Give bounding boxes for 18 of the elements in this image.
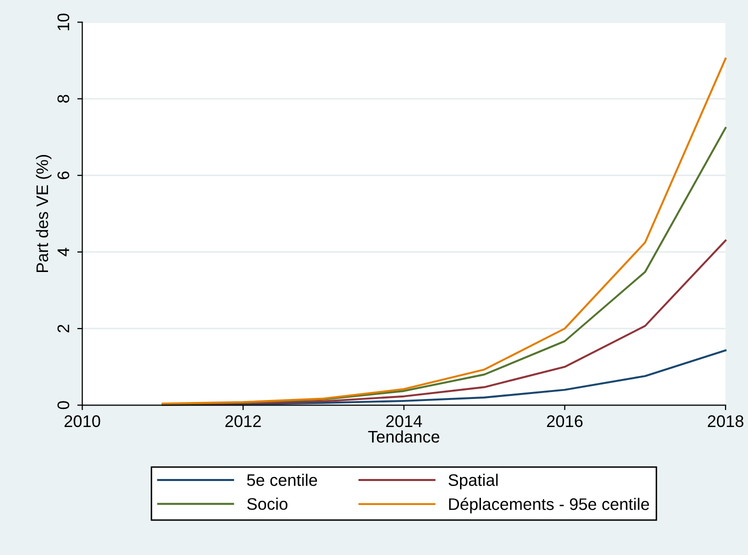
x-tick-label: 2016 bbox=[547, 415, 583, 428]
x-axis-title: Tendance bbox=[368, 430, 440, 443]
legend-label: Socio bbox=[247, 498, 288, 510]
legend-label: Spatial bbox=[448, 474, 498, 490]
line-series bbox=[162, 58, 727, 405]
x-tick-label: 2012 bbox=[225, 415, 261, 428]
y-tick-label: 10 bbox=[57, 14, 70, 30]
legend-label: Déplacements - 95e centile bbox=[449, 498, 650, 514]
y-axis-title: Part des VE (%) bbox=[36, 154, 52, 272]
y-tick-label: 8 bbox=[57, 94, 70, 103]
x-tick-label: 2010 bbox=[64, 415, 100, 428]
y-tick-label: 6 bbox=[57, 171, 70, 180]
y-tick-label: 0 bbox=[57, 401, 70, 410]
x-tick-label: 2014 bbox=[386, 415, 422, 428]
y-tick-label: 2 bbox=[57, 324, 70, 332]
x-tick-label: 2018 bbox=[708, 415, 744, 428]
legend-label: 5e centile bbox=[247, 474, 318, 486]
y-tick-label: 4 bbox=[58, 248, 70, 256]
